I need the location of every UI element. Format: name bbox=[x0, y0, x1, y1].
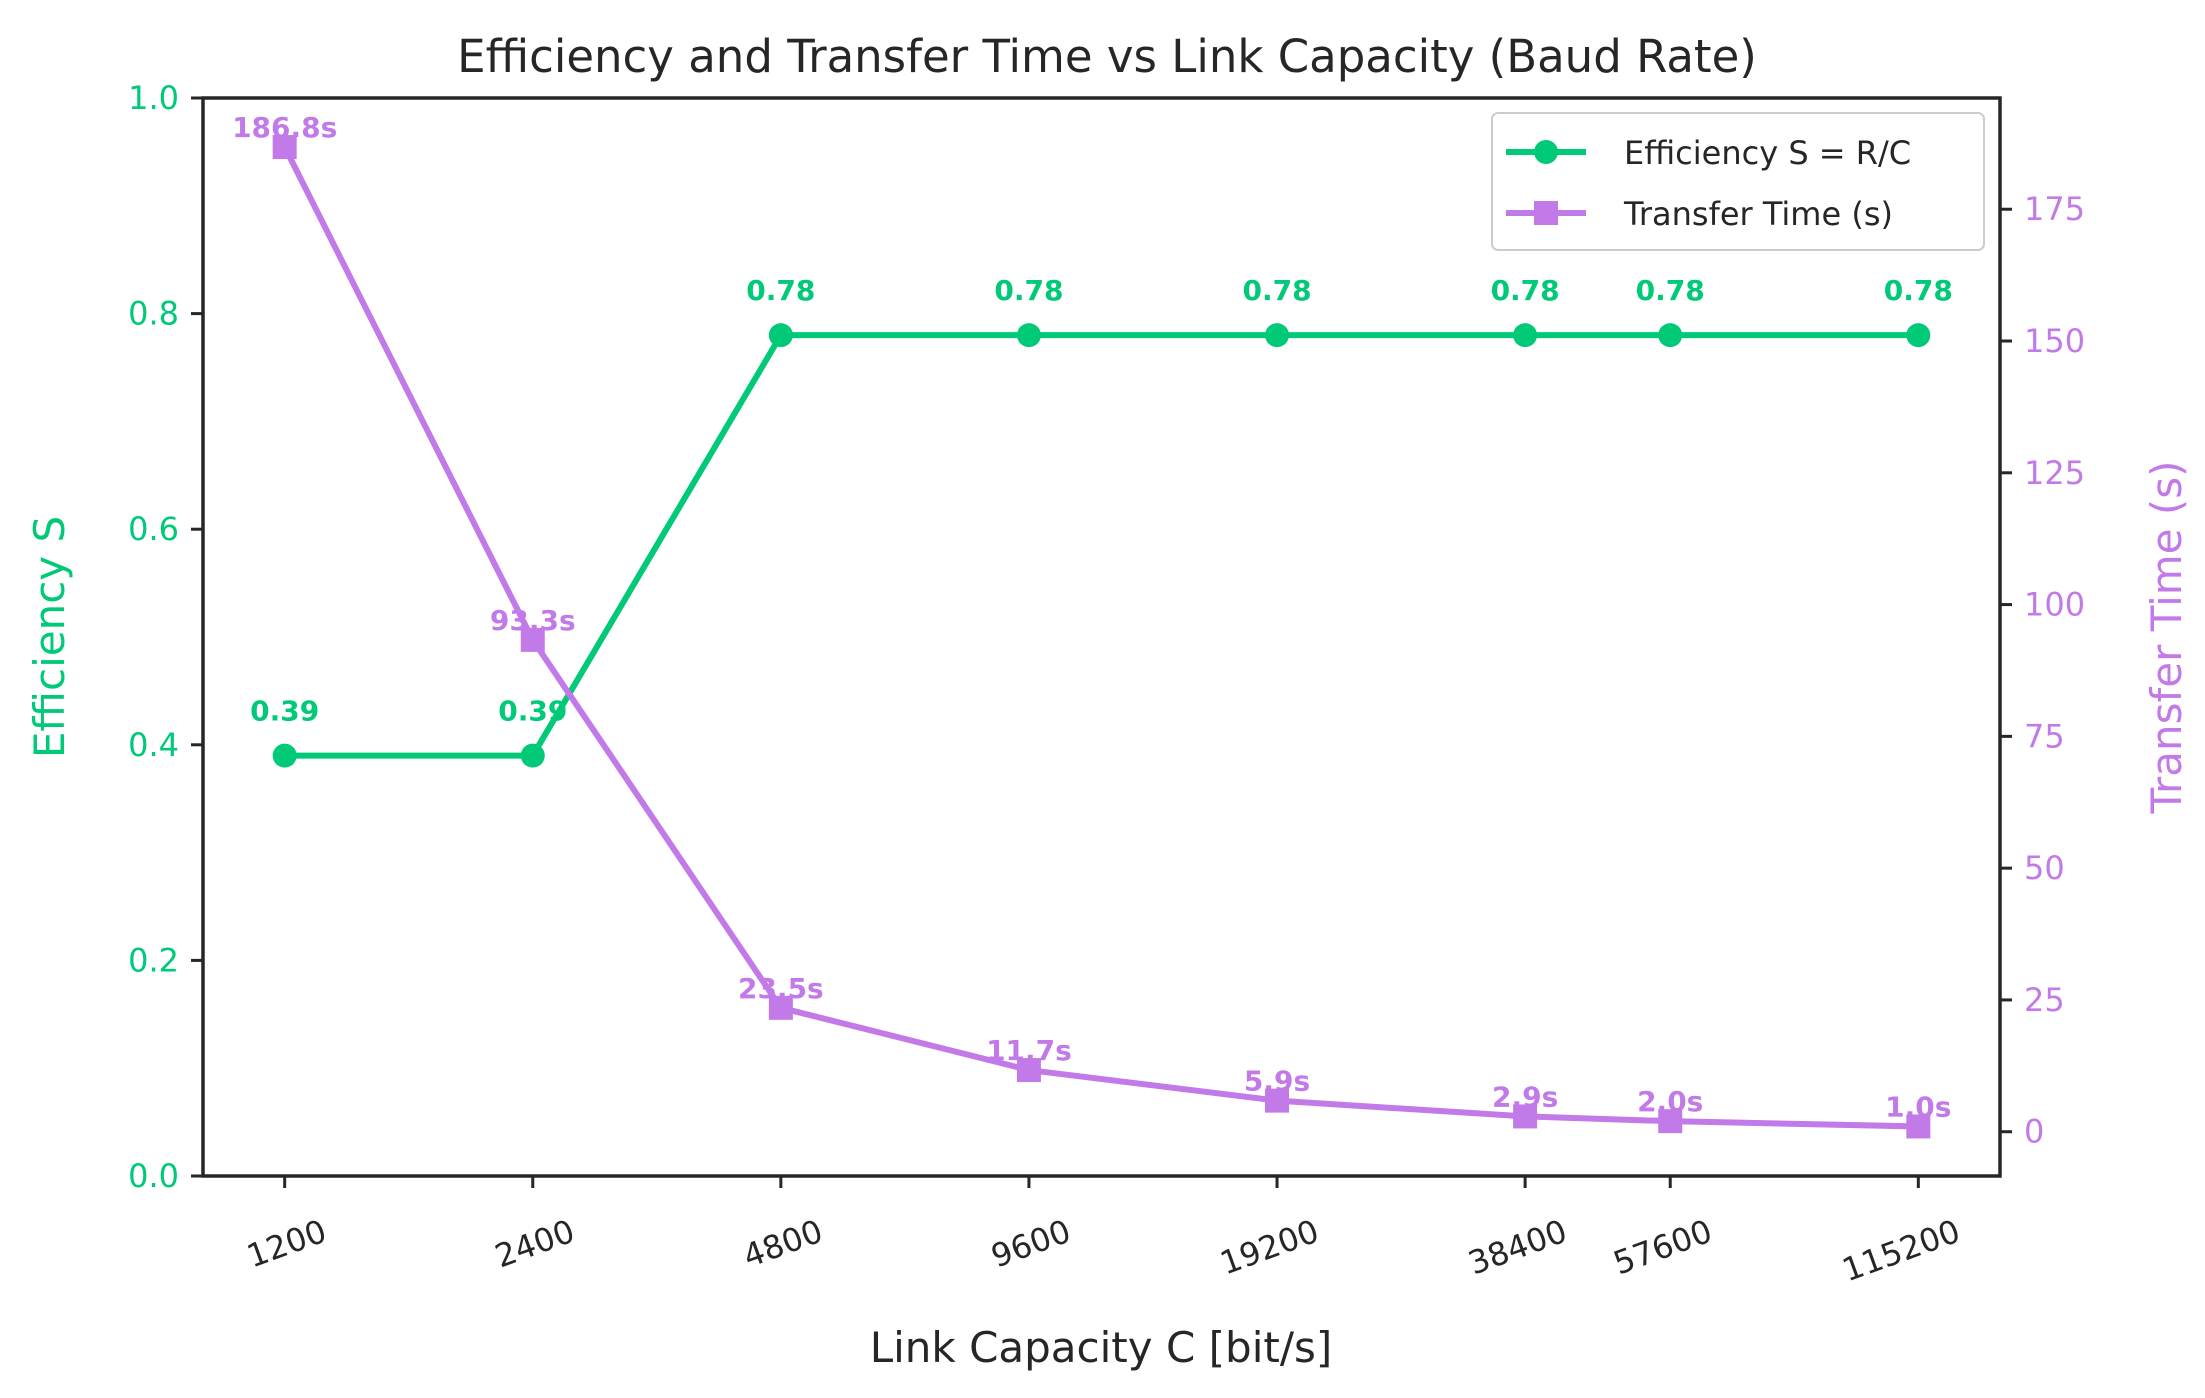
x-tick-label: 57600 bbox=[1608, 1212, 1717, 1283]
data-label: 1.0s bbox=[1885, 1090, 1951, 1123]
data-label: 0.39 bbox=[250, 695, 319, 728]
right-y-tick-label: 25 bbox=[2024, 981, 2065, 1019]
x-tick-label: 1200 bbox=[242, 1212, 332, 1276]
data-label: 0.78 bbox=[1242, 274, 1311, 307]
right-y-tick-label: 150 bbox=[2024, 322, 2085, 360]
data-label: 0.39 bbox=[498, 695, 567, 728]
x-axis-label: Link Capacity C [bit/s] bbox=[870, 1323, 1333, 1372]
data-label: 0.78 bbox=[1636, 274, 1705, 307]
left-y-tick-label: 0.2 bbox=[128, 941, 179, 979]
left-y-tick-label: 0.8 bbox=[128, 295, 179, 333]
left-y-tick-label: 0.0 bbox=[128, 1157, 179, 1195]
legend-efficiency-label: Efficiency S = R/C bbox=[1624, 134, 1911, 172]
data-point bbox=[768, 995, 793, 1020]
right-y-tick-label: 100 bbox=[2024, 586, 2085, 624]
chart-title: Efficiency and Transfer Time vs Link Cap… bbox=[457, 30, 1757, 83]
left-y-tick-label: 1.0 bbox=[128, 79, 179, 117]
data-point bbox=[1906, 1114, 1931, 1139]
data-label: 2.0s bbox=[1637, 1085, 1703, 1118]
right-y-tick-label: 75 bbox=[2024, 717, 2065, 755]
data-point bbox=[1658, 323, 1683, 348]
data-point bbox=[272, 743, 297, 768]
data-label: 2.9s bbox=[1492, 1080, 1558, 1113]
x-tick-label: 2400 bbox=[490, 1212, 580, 1276]
series-line bbox=[284, 332, 1919, 759]
x-axis-ticks: 1200 2400 4800 9600 19200 38400 57600 115200 bbox=[242, 1176, 1965, 1289]
data-label: 0.78 bbox=[1884, 274, 1953, 307]
right-y-axis-ticks: 0 25 50 75 100 125 150 175 bbox=[2000, 190, 2085, 1151]
right-y-tick-label: 50 bbox=[2024, 849, 2065, 887]
right-y-tick-label: 0 bbox=[2024, 1113, 2044, 1151]
series-transfer-time: 186.8s 93.3s 23.5s 11.7s 5.9s 2.9s 2.0s 1.0s bbox=[232, 111, 1951, 1139]
right-y-axis-label: Transfer Time (s) bbox=[2142, 460, 2191, 814]
left-y-tick-label: 0.4 bbox=[128, 726, 179, 764]
data-point bbox=[1513, 1104, 1538, 1129]
legend-efficiency-marker bbox=[1534, 140, 1558, 164]
x-tick-label: 4800 bbox=[738, 1212, 828, 1276]
data-label: 11.7s bbox=[986, 1034, 1072, 1067]
x-tick-label: 19200 bbox=[1215, 1212, 1324, 1283]
data-label: 0.78 bbox=[1491, 274, 1560, 307]
data-point bbox=[272, 135, 297, 160]
data-point bbox=[1016, 323, 1041, 348]
data-label: 5.9s bbox=[1244, 1065, 1310, 1098]
data-point bbox=[520, 743, 545, 768]
right-y-tick-label: 125 bbox=[2024, 454, 2085, 492]
data-point bbox=[768, 323, 793, 348]
legend-transfer-marker bbox=[1534, 201, 1558, 225]
data-point bbox=[1265, 323, 1290, 348]
series-line bbox=[282, 145, 1919, 1130]
data-point bbox=[1016, 1058, 1041, 1083]
data-point bbox=[1906, 323, 1931, 348]
data-label: 23.5s bbox=[738, 972, 824, 1005]
left-y-axis-ticks: 0.0 0.2 0.4 0.6 0.8 1.0 bbox=[128, 79, 203, 1195]
right-y-tick-label: 175 bbox=[2024, 190, 2085, 228]
data-point bbox=[1658, 1109, 1683, 1134]
x-tick-label: 9600 bbox=[986, 1212, 1076, 1276]
data-label: 186.8s bbox=[232, 111, 337, 144]
left-y-axis-label: Efficiency S bbox=[25, 516, 74, 758]
data-point bbox=[520, 627, 545, 652]
legend-transfer-label: Transfer Time (s) bbox=[1623, 195, 1893, 233]
legend: Efficiency S = R/C Transfer Time (s) bbox=[1491, 112, 1985, 251]
x-tick-label: 38400 bbox=[1463, 1212, 1572, 1283]
legend-box bbox=[1491, 112, 1985, 251]
data-point bbox=[1513, 323, 1538, 348]
data-label: 0.78 bbox=[994, 274, 1063, 307]
data-label: 93.3s bbox=[490, 604, 576, 637]
data-point bbox=[1265, 1088, 1290, 1113]
plot-frame bbox=[201, 96, 2002, 1178]
left-y-tick-label: 0.6 bbox=[128, 510, 179, 548]
data-label: 0.78 bbox=[746, 274, 815, 307]
series-efficiency: 0.39 0.39 0.78 0.78 0.78 0.78 0.78 0.78 bbox=[250, 274, 1953, 768]
x-tick-label: 115200 bbox=[1837, 1212, 1965, 1289]
